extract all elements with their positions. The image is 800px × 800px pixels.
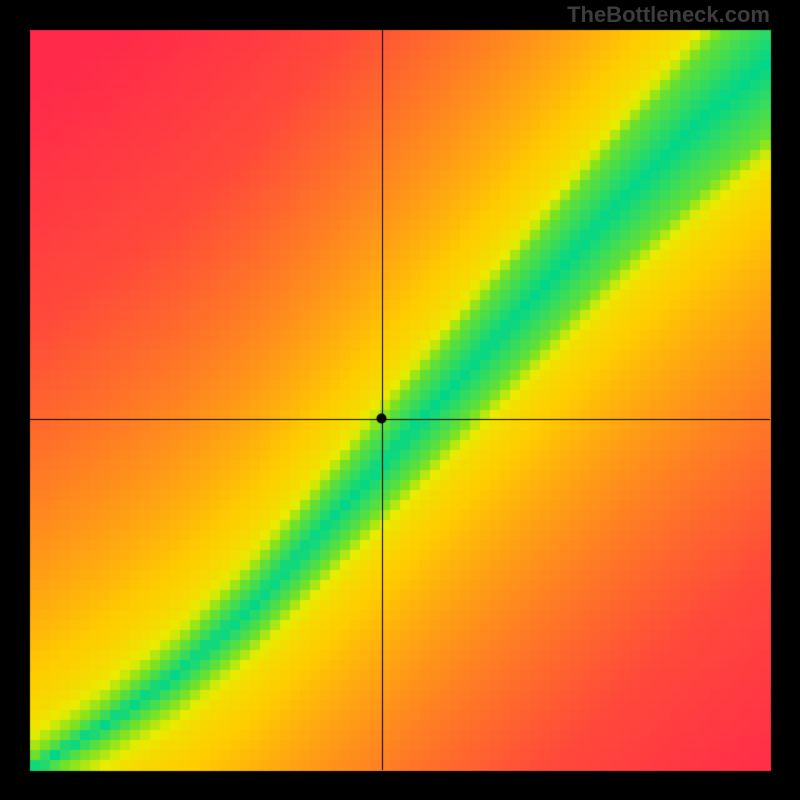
watermark-text: TheBottleneck.com xyxy=(567,2,770,28)
heatmap-canvas xyxy=(0,0,800,800)
chart-container: TheBottleneck.com xyxy=(0,0,800,800)
